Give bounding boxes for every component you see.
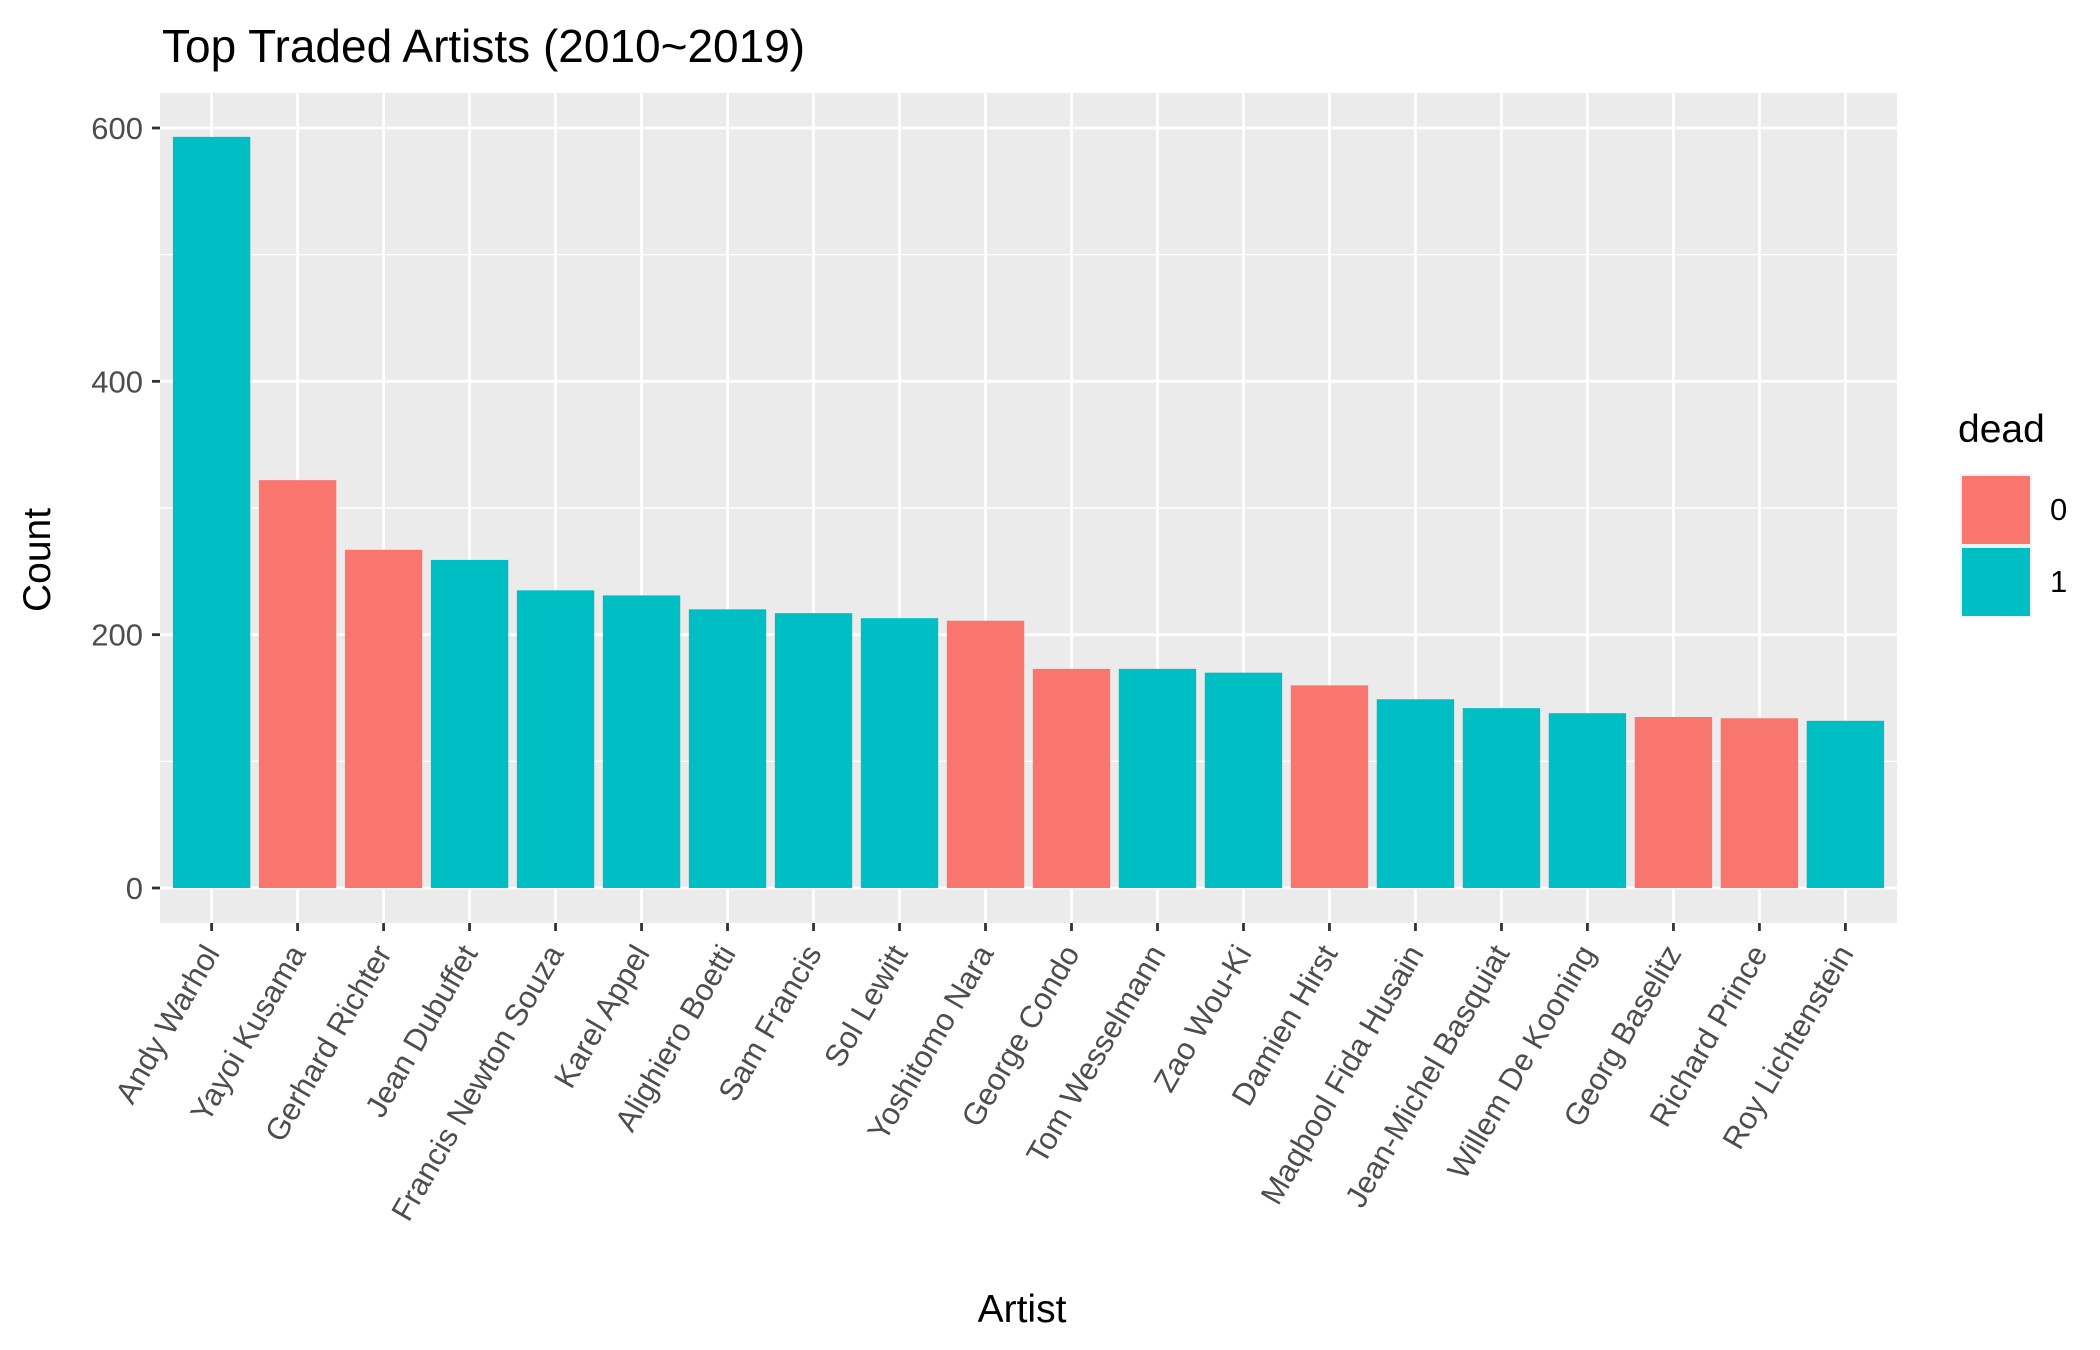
bar [172,136,251,888]
bar [1376,699,1455,888]
x-tick-label: Maqbool Fida Husain [1254,939,1431,1210]
y-tick-label: 0 [126,871,143,906]
legend-title: dead [1958,408,2045,451]
y-tick-label: 200 [91,618,143,653]
bar [602,595,681,888]
bar [1720,718,1799,888]
bar [344,549,423,888]
x-tick-label: Francis Newton Souza [384,938,571,1226]
bar [1548,713,1627,888]
bar [774,613,853,888]
legend-swatch [1962,476,2030,544]
bar [1462,708,1541,888]
y-tick-label: 600 [91,111,143,146]
y-axis: 0 200 400 600 [91,111,160,906]
bar [946,620,1025,888]
bar [430,559,509,888]
bar [516,590,595,888]
bar [860,618,939,888]
x-axis-title: Artist [978,1288,1067,1331]
bar [258,480,337,888]
x-tick-label: Jean-Michel Basquiat [1338,939,1517,1214]
legend: dead 0 1 [1958,408,2067,618]
bar [1118,668,1197,888]
legend-swatch [1962,548,2030,616]
legend-label: 0 [2050,492,2067,527]
bar [1290,685,1369,888]
bar [1032,668,1111,888]
bar [1204,672,1283,888]
legend-label: 1 [2050,564,2067,599]
chart-title: Top Traded Artists (2010~2019) [162,20,805,72]
y-tick-label: 400 [91,364,143,399]
bar [1806,720,1885,888]
x-tick-label: Sol Lewitt [817,939,915,1073]
bar [688,609,767,888]
y-axis-title: Count [16,508,59,612]
bar [1634,717,1713,888]
bars [172,136,1885,888]
